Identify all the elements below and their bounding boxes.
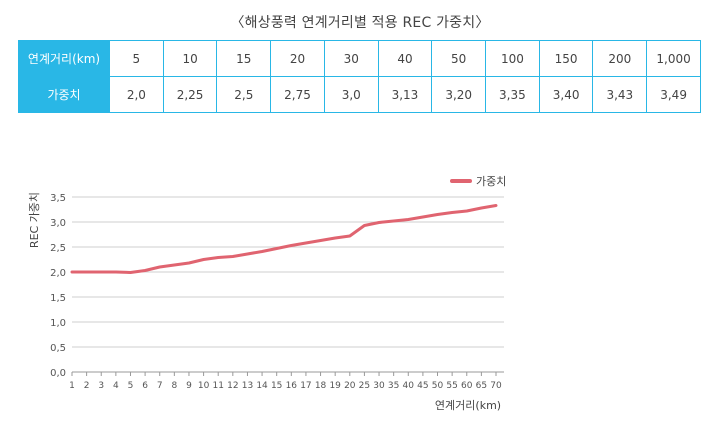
table-cell: 15 <box>216 40 272 77</box>
x-tick-label: 35 <box>388 381 399 391</box>
x-tick-label: 15 <box>271 381 282 391</box>
x-tick-label: 25 <box>359 381 370 391</box>
x-tick-label: 12 <box>227 381 238 391</box>
x-tick-label: 16 <box>286 381 298 391</box>
legend-label: 가중치 <box>476 175 506 188</box>
x-tick-label: 30 <box>373 381 385 391</box>
x-tick-label: 7 <box>157 381 163 391</box>
x-tick-label: 65 <box>476 381 487 391</box>
x-tick-label: 9 <box>186 381 192 391</box>
x-tick-label: 6 <box>142 381 148 391</box>
x-tick-label: 14 <box>256 381 268 391</box>
y-tick-label: 0,0 <box>50 368 66 379</box>
x-tick-label: 45 <box>417 381 428 391</box>
table-cell: 3,43 <box>592 76 648 113</box>
x-tick-label: 60 <box>461 381 473 391</box>
x-tick-label: 19 <box>329 381 341 391</box>
x-tick-label: 8 <box>171 381 177 391</box>
table-cell: 2,75 <box>270 76 325 113</box>
table-cell: 50 <box>431 40 487 77</box>
table-cell: 3,20 <box>431 76 487 113</box>
table-cell: 2,0 <box>109 76 164 113</box>
table-cell: 20 <box>270 40 325 77</box>
x-tick-label: 1 <box>69 381 75 391</box>
rec-weight-table: 연계거리(km) 5 10 15 20 30 40 50 100 150 200… <box>18 40 701 113</box>
x-axis-label: 연계거리(km) <box>435 399 501 412</box>
table-cell: 40 <box>377 40 433 77</box>
x-tick-label: 20 <box>344 381 356 391</box>
y-tick-label: 2,5 <box>50 243 66 254</box>
x-tick-label: 40 <box>403 381 415 391</box>
x-tick-label: 18 <box>315 381 327 391</box>
table-cell: 2,5 <box>216 76 272 113</box>
x-tick-label: 10 <box>198 381 210 391</box>
x-tick-label: 55 <box>446 381 457 391</box>
table-cell: 30 <box>323 40 379 77</box>
y-tick-label: 1,0 <box>50 318 66 329</box>
row-header-weight: 가중치 <box>18 76 110 113</box>
table-cell: 3,49 <box>646 76 701 113</box>
y-tick-label: 2,0 <box>50 268 66 279</box>
x-tick-label: 3 <box>98 381 104 391</box>
x-tick-label: 11 <box>212 381 223 391</box>
x-tick-label: 2 <box>84 381 90 391</box>
table-cell: 3,0 <box>323 76 379 113</box>
y-axis-label: REC 가중치 <box>28 192 41 248</box>
table-row-distance: 연계거리(km) 5 10 15 20 30 40 50 100 150 200… <box>18 40 701 77</box>
x-tick-label: 17 <box>300 381 311 391</box>
x-tick-label: 4 <box>113 381 119 391</box>
row-header-distance: 연계거리(km) <box>18 40 110 77</box>
table-cell: 3,40 <box>538 76 594 113</box>
y-tick-label: 1,5 <box>50 293 66 304</box>
y-tick-label: 3,0 <box>50 218 66 229</box>
y-tick-label: 0,5 <box>50 343 66 354</box>
table-cell: 150 <box>538 40 594 77</box>
table-cell: 2,25 <box>162 76 218 113</box>
x-tick-label: 70 <box>490 381 502 391</box>
chart-title: 〈해상풍력 연계거리별 적용 REC 가중치〉 <box>230 15 490 31</box>
x-tick-label: 5 <box>128 381 134 391</box>
table-cell: 3,13 <box>377 76 433 113</box>
x-tick-label: 13 <box>242 381 253 391</box>
series-line <box>70 204 498 274</box>
x-tick-label: 50 <box>432 381 444 391</box>
y-tick-label: 3,5 <box>50 193 66 204</box>
table-row-weight: 가중치 2,0 2,25 2,5 2,75 3,0 3,13 3,20 3,35… <box>18 76 701 113</box>
